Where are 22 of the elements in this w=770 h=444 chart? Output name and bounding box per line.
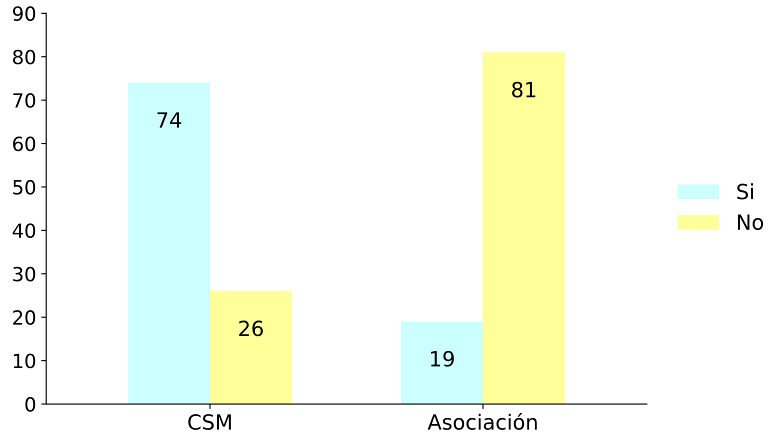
bar xyxy=(483,52,565,404)
data-label: 26 xyxy=(239,320,263,336)
y-tick-label: 60 xyxy=(13,136,36,152)
bar xyxy=(401,322,483,404)
x-tick-label: CSM xyxy=(188,414,231,430)
y-tick-label: 50 xyxy=(13,180,36,195)
y-tick-label: 40 xyxy=(12,223,36,238)
data-label: 74 xyxy=(158,112,182,128)
data-label: 19 xyxy=(431,350,454,367)
y-tick-label: 10 xyxy=(14,354,36,368)
legend-label: Si xyxy=(737,183,753,200)
y-tick-label: 20 xyxy=(13,310,36,325)
y-tick-label: 70 xyxy=(13,93,36,108)
x-tick-label: Asociación xyxy=(428,412,537,430)
bar xyxy=(128,82,210,404)
y-tick-label: 90 xyxy=(12,6,36,21)
y-tick-label: 30 xyxy=(13,266,36,282)
y-tick-label: 80 xyxy=(13,50,36,64)
y-tick-label: 0 xyxy=(25,396,36,412)
legend-label: No xyxy=(738,214,764,230)
bar xyxy=(210,291,292,404)
data-label: 81 xyxy=(512,82,536,98)
